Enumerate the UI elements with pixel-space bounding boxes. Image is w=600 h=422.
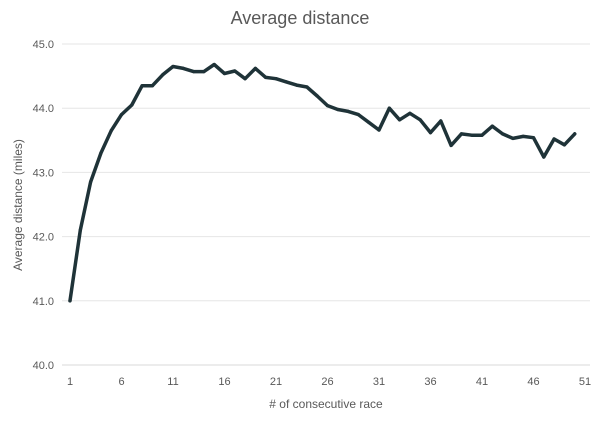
data-point: [171, 64, 175, 69]
data-point: [356, 113, 360, 117]
x-axis-ticks: 1 6 11 16 21 26 31 36 41 46 51: [67, 376, 591, 388]
x-tick-label: 31: [373, 376, 385, 388]
x-axis-label: # of consecutive race: [269, 397, 383, 411]
data-point: [222, 71, 227, 76]
y-axis-ticks: 40.0 41.0 42.0 43.0 44.0 45.0: [33, 39, 54, 372]
data-point: [233, 69, 237, 73]
data-point: [284, 80, 288, 84]
x-tick-label: 21: [270, 376, 282, 388]
data-point: [295, 83, 299, 87]
data-point: [109, 129, 113, 133]
data-point: [449, 143, 453, 147]
x-tick-label: 16: [218, 376, 230, 388]
gridlines: [62, 43, 590, 302]
data-point: [202, 70, 206, 74]
data-point: [253, 66, 257, 70]
y-tick-label: 40.0: [33, 360, 54, 372]
data-point: [99, 151, 103, 155]
data-point: [140, 84, 144, 88]
y-tick-label: 44.0: [33, 103, 54, 115]
data-point: [336, 107, 340, 112]
data-point: [119, 113, 124, 117]
data-point: [439, 119, 443, 123]
data-point: [377, 128, 381, 132]
data-point: [418, 118, 422, 122]
data-point: [274, 77, 278, 81]
data-point: [315, 94, 319, 98]
data-point: [501, 132, 505, 136]
data-point: [161, 73, 165, 77]
x-tick-label: 11: [167, 376, 178, 388]
data-point: [552, 137, 556, 141]
data-point: [367, 120, 371, 124]
data-point: [78, 228, 82, 232]
data-point: [531, 136, 536, 140]
data-point: [470, 133, 474, 137]
data-point: [150, 84, 154, 88]
data-point: [573, 132, 577, 136]
data-point: [181, 66, 185, 70]
data-point: [192, 70, 196, 74]
data-point: [243, 77, 247, 81]
y-tick-label: 42.0: [33, 232, 54, 244]
data-point: [130, 103, 134, 107]
x-tick-label: 1: [67, 376, 73, 388]
chart-title: Average distance: [231, 8, 370, 28]
data-point: [68, 299, 72, 303]
x-tick-label: 41: [476, 376, 488, 388]
data-point: [428, 131, 433, 135]
x-tick-label: 46: [527, 376, 539, 388]
data-point: [562, 143, 567, 147]
data-point: [212, 62, 216, 67]
y-tick-label: 45.0: [33, 39, 54, 51]
data-point: [387, 106, 391, 110]
x-tick-label: 6: [118, 376, 124, 388]
series-group: [68, 62, 577, 303]
data-point: [521, 134, 525, 138]
x-tick-label: 51: [579, 376, 591, 388]
data-point: [325, 104, 330, 108]
data-point: [408, 111, 412, 115]
y-axis-label: Average distance (miles): [11, 139, 25, 271]
series-line: [68, 62, 577, 303]
data-point: [264, 75, 268, 79]
y-tick-label: 43.0: [33, 167, 54, 179]
data-point: [480, 133, 484, 137]
data-point: [398, 118, 402, 122]
data-point: [346, 109, 350, 113]
data-point: [511, 136, 515, 140]
x-tick-label: 36: [424, 376, 436, 388]
data-point: [542, 155, 546, 159]
y-tick-label: 41.0: [33, 296, 54, 308]
data-point: [459, 132, 463, 136]
data-point: [305, 85, 309, 89]
data-point: [490, 124, 494, 128]
x-tick-label: 26: [321, 376, 333, 388]
data-point: [89, 180, 93, 184]
